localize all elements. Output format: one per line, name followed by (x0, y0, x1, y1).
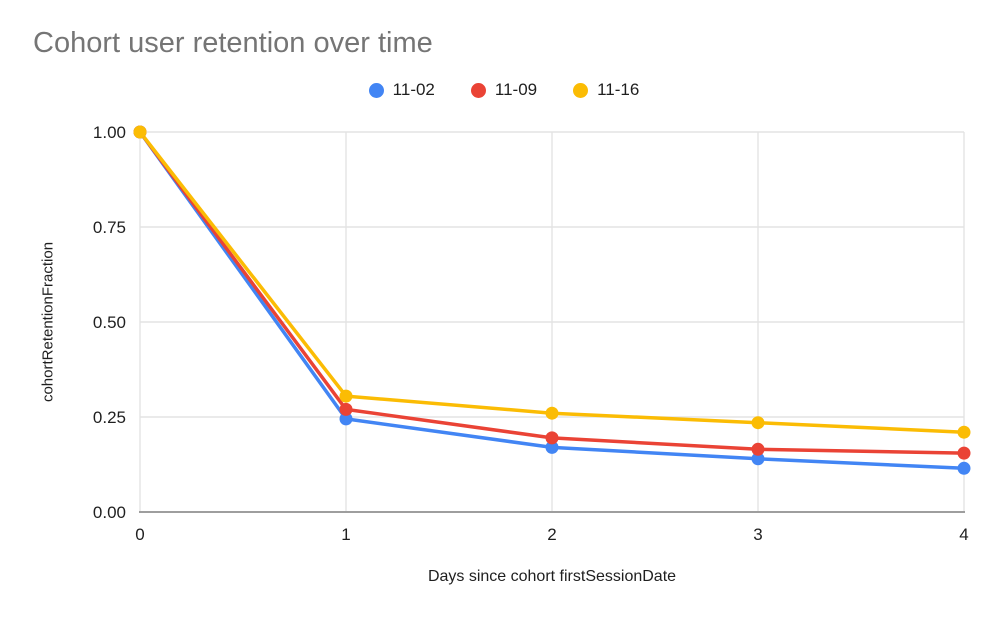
y-tick-label: 0.50 (93, 313, 126, 332)
legend-item-11-16: 11-16 (573, 80, 639, 100)
y-axis-title: cohortRetentionFraction (39, 241, 57, 403)
legend-item-11-09: 11-09 (470, 80, 538, 100)
data-point-11-16 (339, 389, 353, 403)
data-point-11-16 (957, 425, 971, 439)
data-point-11-09 (957, 446, 971, 460)
x-tick-label: 0 (135, 525, 144, 544)
x-tick-label: 2 (547, 525, 556, 544)
data-point-11-16 (751, 416, 765, 430)
legend-label: 11-09 (494, 80, 538, 99)
y-tick-label: 0.75 (93, 218, 126, 237)
x-tick-label: 1 (341, 525, 350, 544)
legend-label: 11-16 (597, 80, 640, 99)
legend-label: 11-02 (392, 80, 435, 99)
legend-item-11-02: 11-02 (368, 80, 435, 100)
legend-dot-icon (573, 82, 589, 98)
data-point-11-02 (339, 412, 353, 426)
chart-title: Cohort user retention over time (33, 27, 433, 59)
data-point-11-16 (133, 125, 147, 139)
x-axis-title: Days since cohort firstSessionDate (427, 568, 677, 585)
x-tick-label: 3 (753, 525, 762, 544)
y-tick-label: 0.25 (93, 408, 126, 427)
data-point-11-02 (545, 440, 559, 454)
legend-dot-icon (470, 82, 486, 98)
chart-legend: 11-02 11-09 11-16 (0, 80, 1008, 100)
data-point-11-09 (339, 402, 353, 416)
y-tick-label: 1.00 (93, 123, 126, 142)
y-tick-label: 0.00 (93, 503, 126, 522)
data-point-11-09 (751, 442, 765, 456)
data-point-11-02 (751, 452, 765, 466)
data-point-11-16 (545, 406, 559, 420)
legend-dot-icon (368, 82, 384, 98)
data-point-11-09 (545, 431, 559, 445)
x-tick-label: 4 (959, 525, 968, 544)
data-point-11-02 (957, 461, 971, 475)
